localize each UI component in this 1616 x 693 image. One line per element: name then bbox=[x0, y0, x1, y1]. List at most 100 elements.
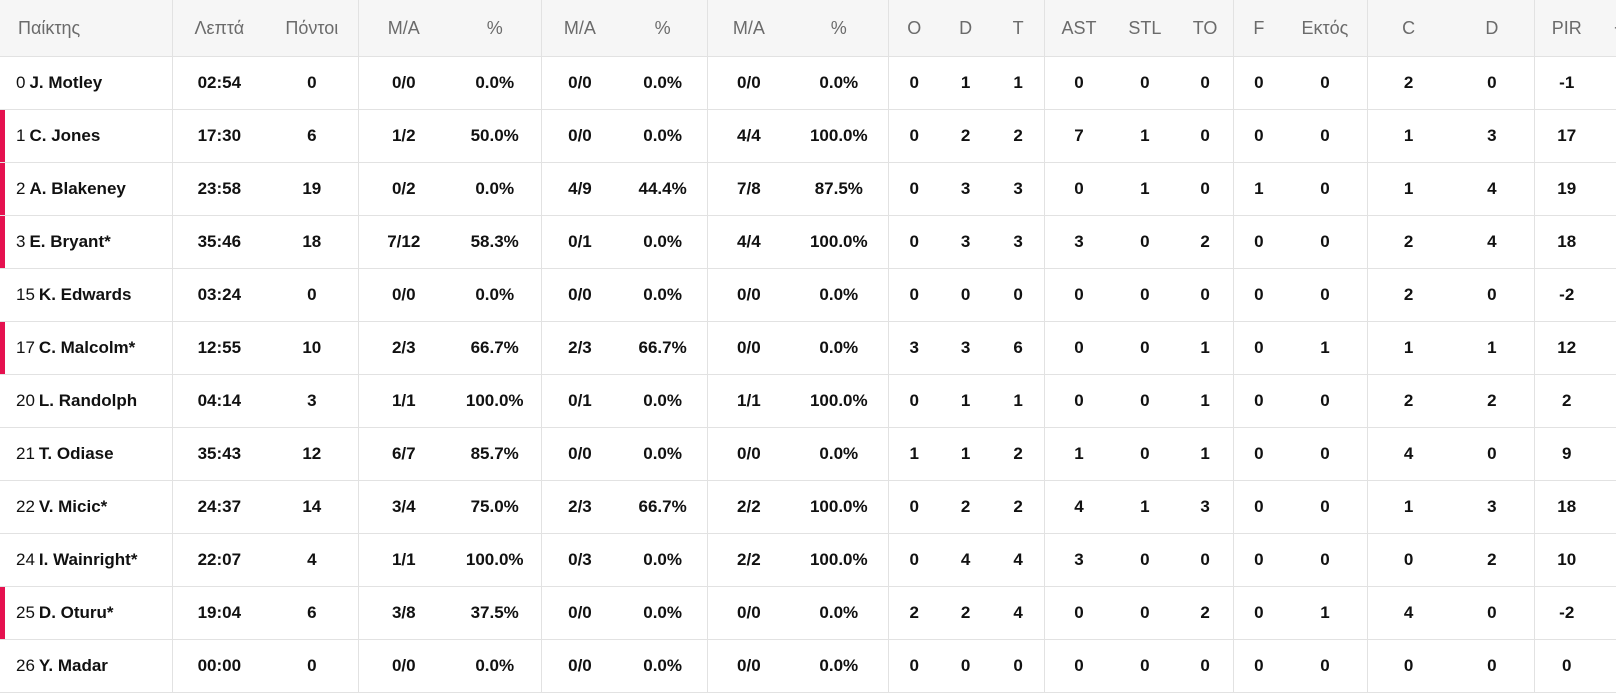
column-header-minutes[interactable]: Λεπτά bbox=[172, 0, 266, 57]
header-row: Παίκτης Λεπτά Πόντοι Μ/Α % Μ/Α % Μ/Α % O… bbox=[0, 0, 1616, 57]
minutes-cell: 12:55 bbox=[172, 321, 266, 375]
table-row[interactable]: 1 C. Jones 17:30 6 1/2 50.0% 0/0 0.0% 4/4 100.0% 0… bbox=[0, 109, 1616, 163]
pir-cell: 18 bbox=[1534, 480, 1599, 534]
assists-cell: 0 bbox=[1044, 586, 1113, 640]
defensive-rebounds-cell: 0 bbox=[939, 639, 992, 693]
fouled-out-cell: 0 bbox=[1283, 215, 1368, 269]
player-name-link[interactable]: T. Odiase bbox=[38, 444, 114, 463]
pir-cell: 10 bbox=[1534, 533, 1599, 587]
points-cell: 4 bbox=[265, 533, 360, 587]
column-header-fg3-made-attempted[interactable]: Μ/Α bbox=[541, 0, 618, 57]
table-row[interactable]: 3 E. Bryant* 35:46 18 7/12 58.3% 0/1 0.0% 4/4 100… bbox=[0, 215, 1616, 269]
plus-minus-cell bbox=[1598, 586, 1616, 640]
player-cell[interactable]: 24 I. Wainright* bbox=[0, 533, 174, 587]
player-cell[interactable]: 15 K. Edwards bbox=[0, 268, 174, 322]
column-header-fouled-out[interactable]: Εκτός bbox=[1283, 0, 1368, 57]
points-cell: 3 bbox=[265, 374, 360, 428]
column-header-pir[interactable]: PIR bbox=[1534, 0, 1599, 57]
ft-made-attempted-cell: 7/8 bbox=[707, 162, 790, 216]
table-row[interactable]: 17 C. Malcolm* 12:55 10 2/3 66.7% 2/3 66.7% 0/0 0… bbox=[0, 321, 1616, 375]
player-name-link[interactable]: E. Bryant* bbox=[29, 232, 111, 251]
player-name-link[interactable]: C. Malcolm* bbox=[38, 338, 136, 357]
assists-cell: 1 bbox=[1044, 427, 1113, 481]
plus-minus-cell bbox=[1598, 268, 1616, 322]
column-header-ft-percent[interactable]: % bbox=[789, 0, 890, 57]
column-header-blocks-d[interactable]: D bbox=[1449, 0, 1535, 57]
column-header-blocks-c[interactable]: C bbox=[1367, 0, 1450, 57]
fg3-percent-cell: 0.0% bbox=[617, 639, 709, 693]
blocks-c-cell: 4 bbox=[1367, 586, 1450, 640]
table-row[interactable]: 25 D. Oturu* 19:04 6 3/8 37.5% 0/0 0.0% 0/0 0.0% 2… bbox=[0, 586, 1616, 640]
blocks-c-cell: 2 bbox=[1367, 215, 1450, 269]
fg2-percent-cell: 100.0% bbox=[448, 374, 542, 428]
steals-cell: 0 bbox=[1112, 533, 1177, 587]
defensive-rebounds-cell: 2 bbox=[939, 109, 992, 163]
column-header-fg3-percent[interactable]: % bbox=[617, 0, 709, 57]
minutes-cell: 35:43 bbox=[172, 427, 266, 481]
table-row[interactable]: 21 T. Odiase 35:43 12 6/7 85.7% 0/0 0.0% 0/0 0.0%… bbox=[0, 427, 1616, 481]
column-header-assists[interactable]: AST bbox=[1044, 0, 1113, 57]
player-cell[interactable]: 2 A. Blakeney bbox=[0, 162, 174, 216]
player-cell[interactable]: 26 Y. Madar bbox=[0, 639, 174, 693]
table-row[interactable]: 15 K. Edwards 03:24 0 0/0 0.0% 0/0 0.0% 0/0 0.0% 0… bbox=[0, 268, 1616, 322]
fg2-made-attempted-cell: 1/2 bbox=[358, 109, 449, 163]
column-header-steals[interactable]: STL bbox=[1112, 0, 1177, 57]
column-header-fg2-percent[interactable]: % bbox=[448, 0, 542, 57]
player-cell[interactable]: 17 C. Malcolm* bbox=[0, 321, 174, 375]
total-rebounds-cell: 1 bbox=[991, 56, 1046, 110]
column-header-ft-made-attempted[interactable]: Μ/Α bbox=[707, 0, 790, 57]
player-cell[interactable]: 21 T. Odiase bbox=[0, 427, 174, 481]
column-header-plus-minus[interactable]: + bbox=[1598, 0, 1616, 57]
assists-cell: 7 bbox=[1044, 109, 1113, 163]
table-row[interactable]: 24 I. Wainright* 22:07 4 1/1 100.0% 0/3 0.0% 2/2… bbox=[0, 533, 1616, 587]
steals-cell: 0 bbox=[1112, 56, 1177, 110]
fg2-percent-cell: 66.7% bbox=[448, 321, 542, 375]
steals-cell: 0 bbox=[1112, 215, 1177, 269]
column-header-turnovers[interactable]: TO bbox=[1176, 0, 1235, 57]
pir-cell: 9 bbox=[1534, 427, 1599, 481]
player-name-link[interactable]: J. Motley bbox=[29, 73, 103, 92]
fouls-cell: 0 bbox=[1233, 56, 1284, 110]
fg3-percent-cell: 66.7% bbox=[617, 321, 709, 375]
column-header-points[interactable]: Πόντοι bbox=[265, 0, 360, 57]
player-number: 1 bbox=[16, 126, 26, 145]
player-cell[interactable]: 1 C. Jones bbox=[0, 109, 174, 163]
pir-cell: 19 bbox=[1534, 162, 1599, 216]
player-cell[interactable]: 0 J. Motley bbox=[0, 56, 174, 110]
player-name-link[interactable]: C. Jones bbox=[29, 126, 101, 145]
pir-cell: -2 bbox=[1534, 268, 1599, 322]
player-cell[interactable]: 22 V. Micic* bbox=[0, 480, 174, 534]
player-cell[interactable]: 25 D. Oturu* bbox=[0, 586, 174, 640]
player-name-link[interactable]: A. Blakeney bbox=[29, 179, 126, 198]
offensive-rebounds-cell: 0 bbox=[888, 56, 940, 110]
table-row[interactable]: 26 Y. Madar 00:00 0 0/0 0.0% 0/0 0.0% 0/0 0.0% 0 0 0… bbox=[0, 639, 1616, 693]
ft-made-attempted-cell: 0/0 bbox=[707, 321, 790, 375]
fg3-made-attempted-cell: 0/3 bbox=[541, 533, 618, 587]
player-name-link[interactable]: V. Micic* bbox=[38, 497, 108, 516]
fouled-out-cell: 0 bbox=[1283, 480, 1368, 534]
player-name-link[interactable]: L. Randolph bbox=[38, 391, 138, 410]
player-cell[interactable]: 3 E. Bryant* bbox=[0, 215, 174, 269]
column-header-fg2-made-attempted[interactable]: Μ/Α bbox=[358, 0, 449, 57]
assists-cell: 3 bbox=[1044, 215, 1113, 269]
player-number: 20 bbox=[16, 391, 35, 410]
column-header-offensive-rebounds[interactable]: O bbox=[888, 0, 940, 57]
blocks-c-cell: 2 bbox=[1367, 268, 1450, 322]
player-name-link[interactable]: I. Wainright* bbox=[38, 550, 138, 569]
plus-minus-cell bbox=[1598, 215, 1616, 269]
column-header-defensive-rebounds[interactable]: D bbox=[939, 0, 992, 57]
table-row[interactable]: 22 V. Micic* 24:37 14 3/4 75.0% 2/3 66.7% 2/2 100… bbox=[0, 480, 1616, 534]
player-name-link[interactable]: K. Edwards bbox=[38, 285, 132, 304]
column-header-fouls[interactable]: F bbox=[1233, 0, 1284, 57]
player-name-link[interactable]: Y. Madar bbox=[38, 656, 108, 675]
table-row[interactable]: 2 A. Blakeney 23:58 19 0/2 0.0% 4/9 44.4% 7/8 87.… bbox=[0, 162, 1616, 216]
table-row[interactable]: 0 J. Motley 02:54 0 0/0 0.0% 0/0 0.0% 0/0 0.0% 0 1 1… bbox=[0, 56, 1616, 110]
player-cell[interactable]: 20 L. Randolph bbox=[0, 374, 174, 428]
column-header-player[interactable]: Παίκτης bbox=[0, 0, 174, 57]
turnovers-cell: 0 bbox=[1176, 639, 1235, 693]
column-header-total-rebounds[interactable]: T bbox=[991, 0, 1046, 57]
table-row[interactable]: 20 L. Randolph 04:14 3 1/1 100.0% 0/1 0.0% 1/1 10… bbox=[0, 374, 1616, 428]
player-name-link[interactable]: D. Oturu* bbox=[38, 603, 114, 622]
blocks-d-cell: 0 bbox=[1449, 586, 1535, 640]
